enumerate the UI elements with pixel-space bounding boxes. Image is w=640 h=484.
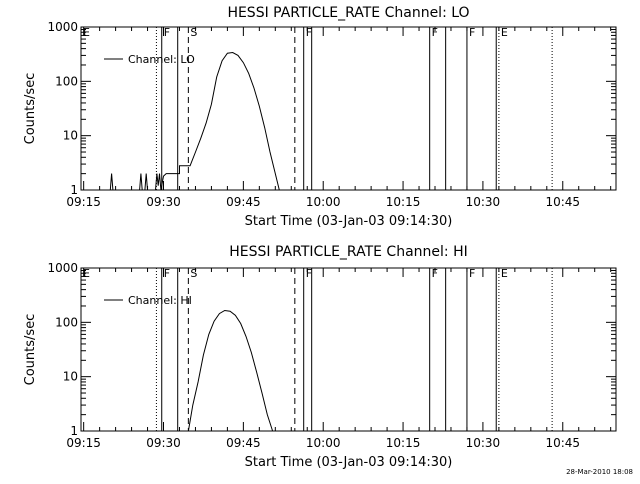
x-axis-label: Start Time (03-Jan-03 09:14:30) <box>245 214 453 229</box>
x-tick-label: 09:15 <box>66 436 101 450</box>
flag-label: E <box>83 26 90 39</box>
x-tick-label: 09:30 <box>146 436 181 450</box>
x-tick-label: 10:15 <box>386 436 421 450</box>
chart-title: HESSI PARTICLE_RATE Channel: LO <box>227 5 469 21</box>
x-axis-label: Start Time (03-Jan-03 09:14:30) <box>245 455 453 470</box>
y-tick-label: 100 <box>55 315 78 329</box>
x-tick-label: 10:45 <box>545 436 580 450</box>
flag-label: F <box>164 26 170 39</box>
series-line <box>187 309 274 432</box>
legend-label: Channel: LO <box>128 53 195 66</box>
flag-label: E <box>501 26 508 39</box>
chart-title: HESSI PARTICLE_RATE Channel: HI <box>229 244 467 260</box>
x-tick-label: 09:45 <box>226 195 261 209</box>
x-tick-label: 09:30 <box>146 195 181 209</box>
x-tick-label: 09:45 <box>226 436 261 450</box>
x-tick-label: 10:45 <box>545 195 580 209</box>
y-tick-label: 100 <box>55 74 78 88</box>
x-tick-label: 10:00 <box>306 195 341 209</box>
flag-label: F <box>432 267 438 280</box>
series-line <box>109 51 280 191</box>
y-axis-label: Counts/sec <box>23 73 38 145</box>
y-tick-label: 10 <box>63 370 78 384</box>
x-tick-label: 10:30 <box>466 195 501 209</box>
flag-label: F <box>432 26 438 39</box>
flag-label: S <box>190 26 197 39</box>
y-tick-label: 10 <box>63 129 78 143</box>
flag-label: F <box>469 26 475 39</box>
x-tick-label: 09:15 <box>66 195 101 209</box>
x-tick-label: 10:15 <box>386 195 421 209</box>
y-tick-label: 1000 <box>47 261 78 275</box>
flag-label: F <box>469 267 475 280</box>
y-tick-label: 1 <box>70 183 78 197</box>
flag-label: F <box>164 267 170 280</box>
y-axis-label: Counts/sec <box>23 314 38 386</box>
flag-label: E <box>83 267 90 280</box>
legend-label: Channel: HI <box>128 294 192 307</box>
footer-timestamp: 28-Mar-2010 18:08 <box>566 468 633 476</box>
flag-label: S <box>190 267 197 280</box>
flag-label: E <box>501 267 508 280</box>
flag-label: F <box>306 267 312 280</box>
x-tick-label: 10:00 <box>306 436 341 450</box>
flag-label: F <box>306 26 312 39</box>
x-tick-label: 10:30 <box>466 436 501 450</box>
y-tick-label: 1 <box>70 424 78 438</box>
y-tick-label: 1000 <box>47 20 78 34</box>
